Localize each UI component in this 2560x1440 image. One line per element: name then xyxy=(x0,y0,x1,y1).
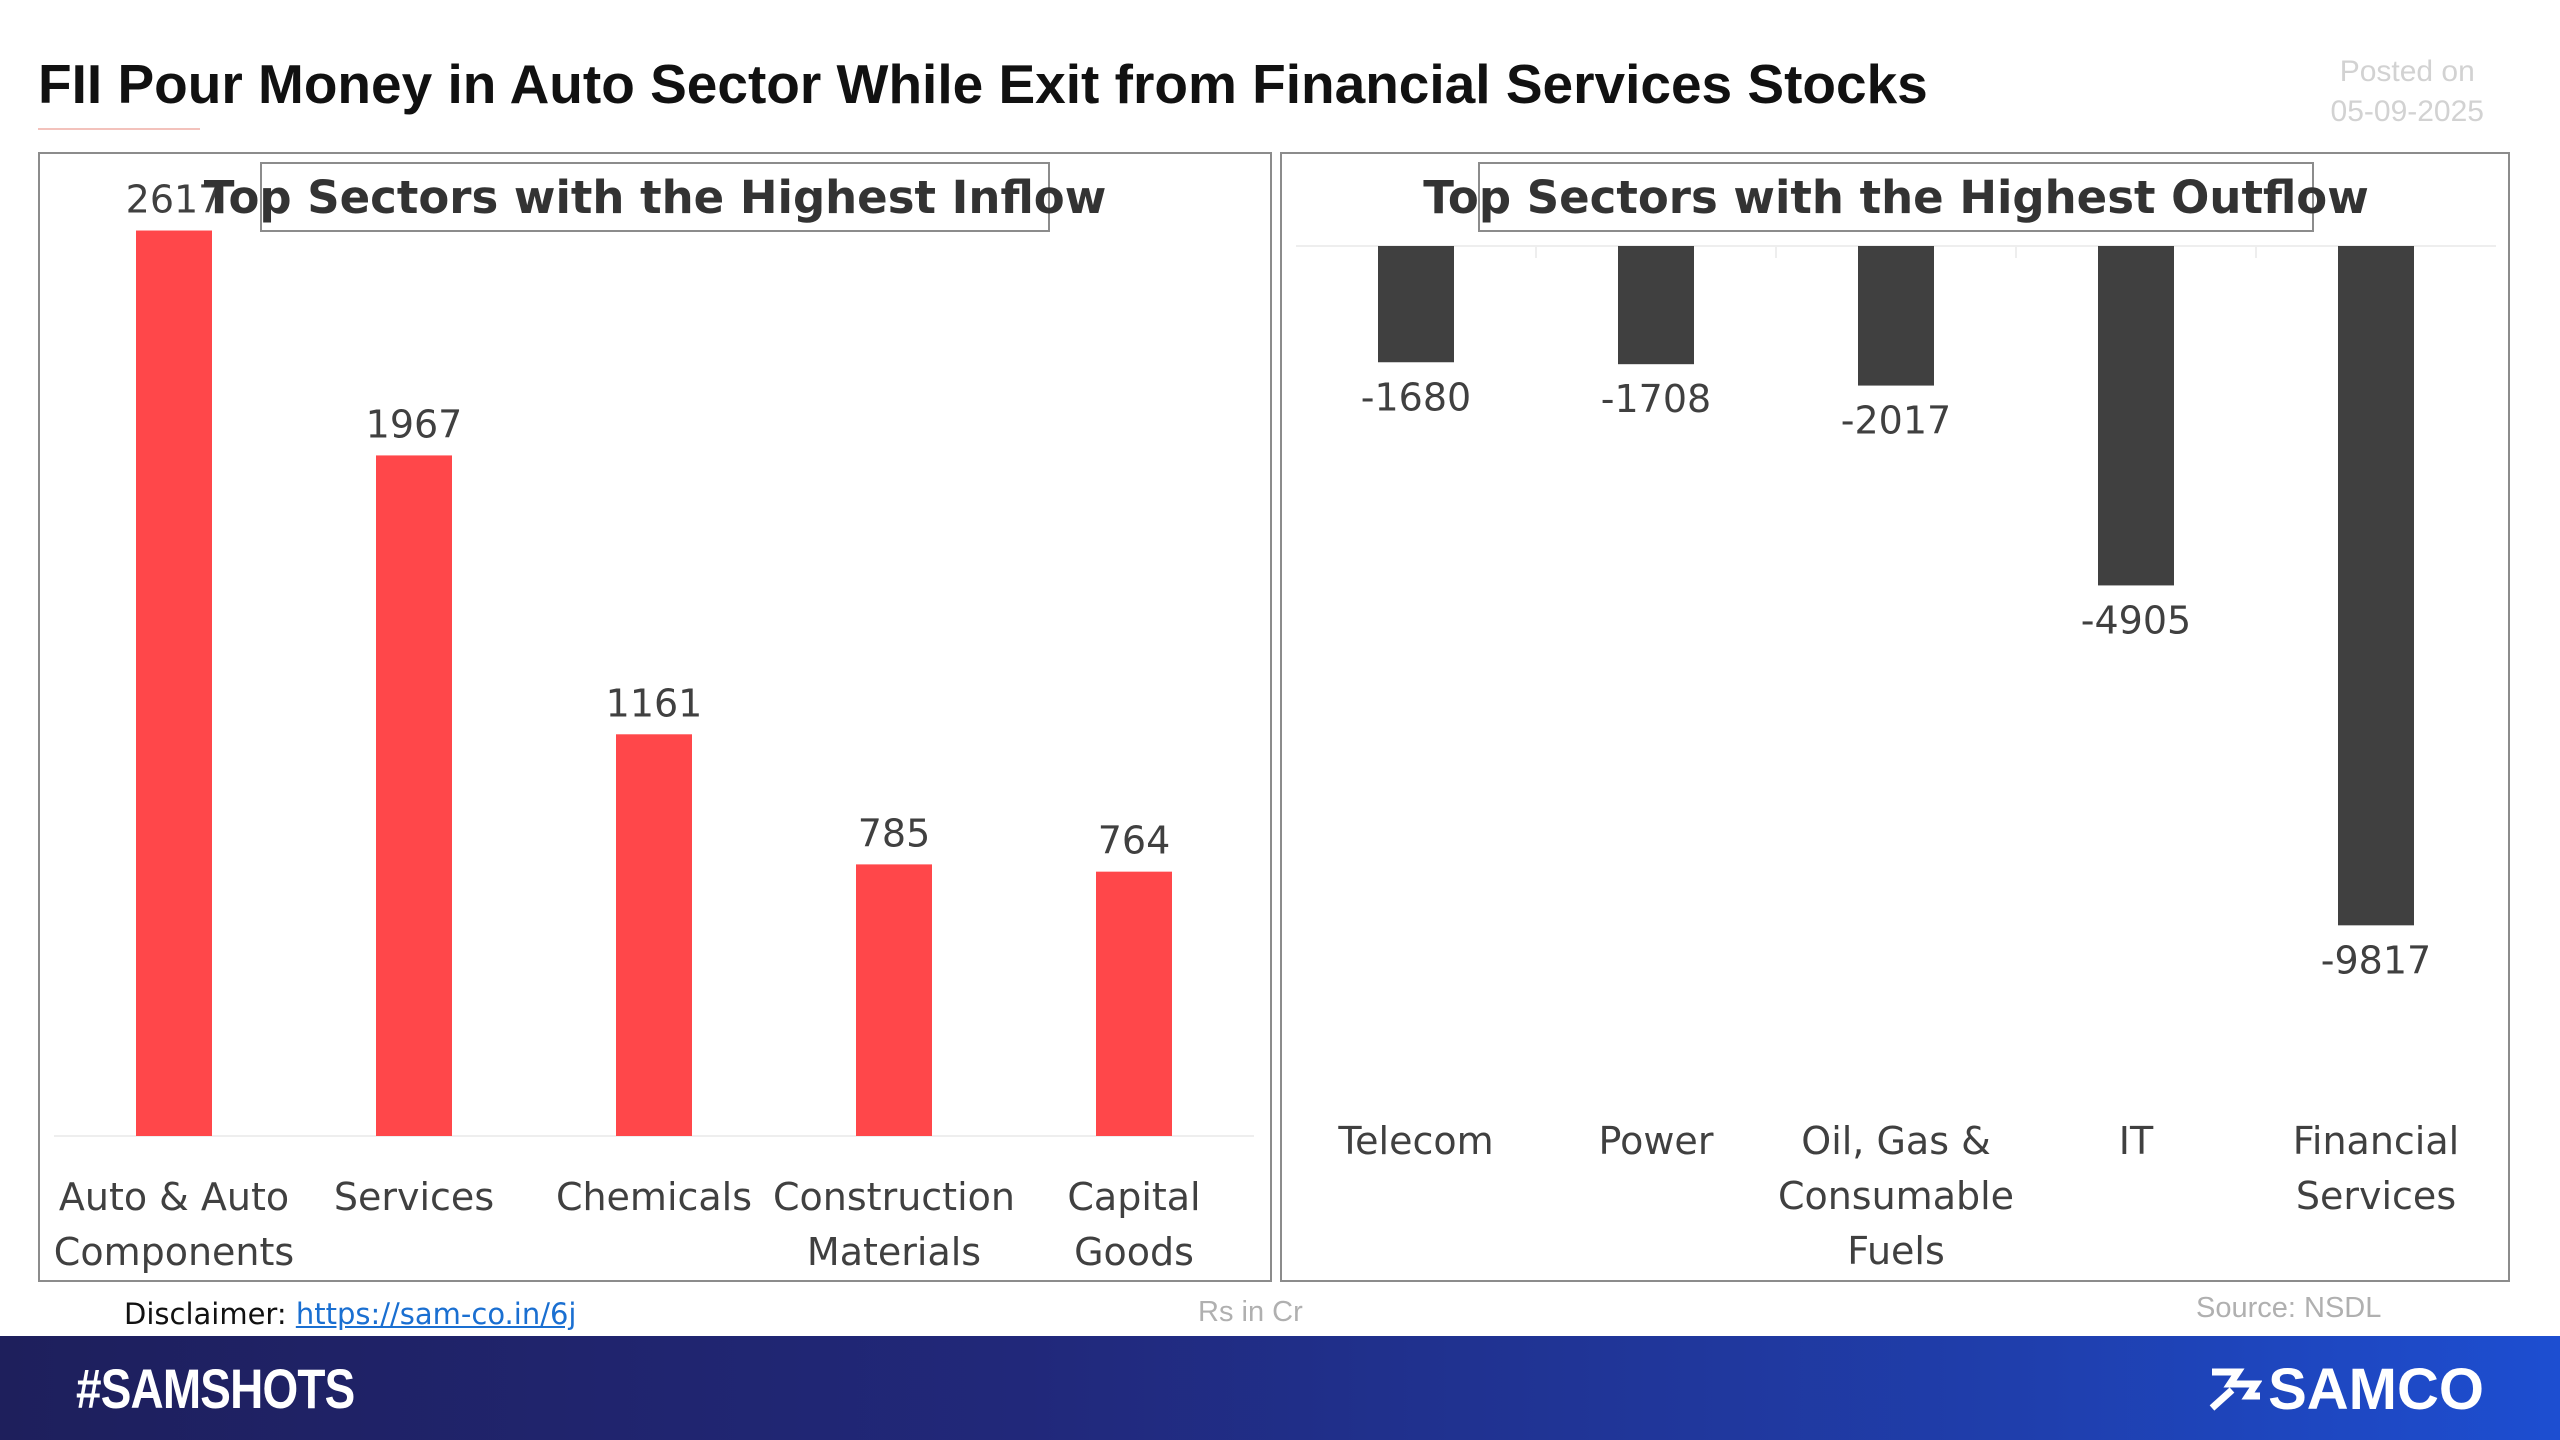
bar xyxy=(856,864,932,1136)
data-label: -1708 xyxy=(1601,377,1711,421)
category-label: Oil, Gas & xyxy=(1801,1119,1990,1163)
data-label: -1680 xyxy=(1361,375,1471,419)
units-label: Rs in Cr xyxy=(1198,1296,1303,1328)
samco-logo-icon xyxy=(2209,1368,2263,1411)
outflow-chart: -1680 Telecom -1708 Power -2017 Oil, Gas & Con… xyxy=(1296,245,2496,1273)
category-label: Materials xyxy=(807,1230,981,1274)
disclaimer-label: Disclaimer: xyxy=(124,1297,287,1331)
samco-logo: SAMCO xyxy=(2208,1356,2484,1423)
category-label: Auto & Auto xyxy=(59,1175,289,1219)
inflow-chart-title: Top Sectors with the Highest Inflow xyxy=(204,162,1106,232)
category-label: IT xyxy=(2119,1119,2154,1163)
source-label: Source: NSDL xyxy=(2196,1292,2382,1324)
data-label: -9817 xyxy=(2321,938,2431,982)
bar xyxy=(2098,246,2174,586)
bar xyxy=(2338,246,2414,926)
category-label: Telecom xyxy=(1337,1119,1493,1163)
data-label: 764 xyxy=(1098,819,1171,863)
page-title: FII Pour Money in Auto Sector While Exit… xyxy=(38,53,1928,115)
brand-label: SAMCO xyxy=(2268,1357,2484,1422)
category-label: Capital xyxy=(1067,1175,1200,1219)
posted-info: Posted on 05-09-2025 xyxy=(2331,52,2484,132)
inflow-chart-panel: 2617 Auto & Auto Components 1967 Services 116… xyxy=(38,152,1272,1282)
bar xyxy=(616,734,692,1136)
category-label: Services xyxy=(2296,1174,2456,1218)
data-label: -2017 xyxy=(1841,399,1951,443)
bar xyxy=(1858,246,1934,386)
bar xyxy=(1618,246,1694,365)
category-label: Power xyxy=(1599,1119,1714,1163)
posted-date: 05-09-2025 xyxy=(2330,95,2484,128)
category-label: Services xyxy=(334,1175,494,1219)
data-label: 1161 xyxy=(606,681,703,725)
category-label: Financial xyxy=(2293,1119,2459,1163)
category-label: Consumable xyxy=(1778,1174,2014,1218)
data-label: 785 xyxy=(858,811,931,855)
data-label: 1967 xyxy=(366,402,463,446)
bar xyxy=(136,230,212,1136)
category-label: Fuels xyxy=(1847,1229,1945,1273)
footer-bar: #SAMSHOTS SAMCO xyxy=(0,1336,2560,1440)
data-label: -4905 xyxy=(2081,598,2191,642)
inflow-chart: 2617 Auto & Auto Components 1967 Services 116… xyxy=(54,178,1254,1274)
posted-label: Posted on xyxy=(2339,55,2475,88)
category-label: Chemicals xyxy=(556,1175,752,1219)
bar xyxy=(1096,871,1172,1136)
category-label: Goods xyxy=(1074,1230,1194,1274)
hashtag-label: #SAMSHOTS xyxy=(76,1357,355,1420)
outflow-chart-title: Top Sectors with the Highest Outflow xyxy=(1423,162,2369,232)
category-label: Construction xyxy=(773,1175,1015,1219)
category-label: Components xyxy=(54,1230,294,1274)
bar xyxy=(376,455,452,1137)
disclaimer-link[interactable]: https://sam-co.in/6j xyxy=(295,1297,577,1331)
data-label: 2617 xyxy=(126,178,223,222)
disclaimer: Disclaimer: https://sam-co.in/6j xyxy=(124,1297,576,1331)
bar xyxy=(1378,246,1454,363)
title-underline xyxy=(38,128,200,130)
outflow-chart-panel: -1680 Telecom -1708 Power -2017 Oil, Gas & Con… xyxy=(1280,152,2510,1282)
